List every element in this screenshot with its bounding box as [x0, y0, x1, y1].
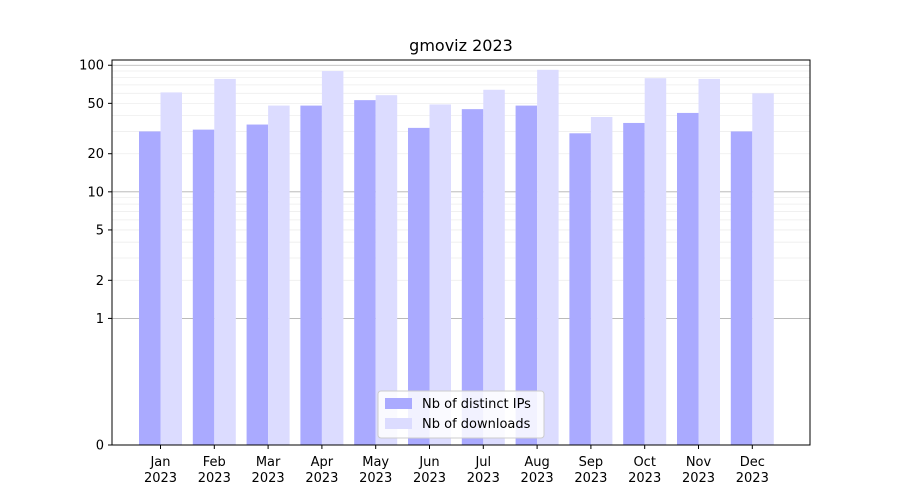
x-tick-label-month: Mar	[256, 455, 281, 470]
bar-distinct-ips-nov	[677, 112, 699, 446]
x-tick-label-month: Jan	[149, 455, 170, 470]
chart-title: gmoviz 2023	[409, 36, 513, 55]
x-tick-label-month: Jul	[474, 455, 491, 470]
y-tick-label: 20	[87, 147, 104, 162]
y-tick-label: 50	[87, 97, 104, 112]
bar-downloads-aug	[537, 69, 559, 446]
x-tick-label-year: 2023	[252, 471, 285, 486]
legend-swatch	[385, 398, 412, 409]
legend-swatch	[385, 418, 412, 429]
x-tick-label-year: 2023	[736, 471, 769, 486]
y-tick-label: 5	[96, 223, 104, 238]
y-tick-label: 0	[96, 439, 104, 454]
bar-distinct-ips-sep	[569, 133, 591, 445]
x-tick-label-month: Dec	[740, 455, 765, 470]
bar-downloads-feb	[214, 78, 236, 445]
x-tick-label-month: Feb	[203, 455, 226, 470]
bar-distinct-ips-jul	[461, 109, 484, 446]
y-tick-label: 100	[79, 59, 104, 74]
y-tick-label: 2	[96, 274, 104, 289]
legend-label: Nb of distinct IPs	[422, 397, 531, 412]
bar-downloads-sep	[590, 117, 613, 446]
bar-distinct-ips-dec	[730, 131, 753, 445]
bar-downloads-jan	[160, 92, 182, 446]
x-tick-label-year: 2023	[198, 471, 231, 486]
y-tick-label: 1	[96, 312, 104, 327]
legend: Nb of distinct IPs Nb of downloads	[377, 390, 545, 439]
x-tick-label-year: 2023	[305, 471, 338, 486]
bar-distinct-ips-mar	[246, 124, 269, 445]
bar-downloads-nov	[698, 78, 720, 445]
bar-downloads-oct	[644, 78, 667, 445]
bar-downloads-dec	[752, 93, 774, 445]
bar-distinct-ips-apr	[300, 105, 322, 446]
bar-downloads-mar	[268, 105, 290, 446]
x-tick-label-year: 2023	[628, 471, 661, 486]
bar-distinct-ips-aug	[515, 105, 538, 446]
bar-downloads-may	[375, 95, 398, 445]
legend-box	[377, 390, 545, 439]
x-tick-label-month: Aug	[524, 455, 549, 470]
x-tick-label-month: Nov	[686, 455, 712, 470]
bar-downloads-apr	[321, 71, 344, 446]
x-tick-label-year: 2023	[467, 471, 500, 486]
x-tick-label-year: 2023	[413, 471, 446, 486]
x-tick-label-month: Sep	[579, 455, 604, 470]
y-tick-label: 10	[87, 185, 104, 200]
axes: 0125102050100Jan2023Feb2023Mar2023Apr202…	[79, 59, 811, 486]
x-tick-label-year: 2023	[144, 471, 177, 486]
x-tick-label-month: Oct	[633, 455, 655, 470]
x-tick-label-month: Apr	[311, 455, 334, 470]
x-tick-label-month: Jun	[418, 455, 439, 470]
bar-distinct-ips-jan	[139, 131, 161, 445]
bar-distinct-ips-may	[354, 100, 376, 445]
bar-distinct-ips-jun	[408, 127, 430, 445]
plot-frame	[111, 59, 811, 446]
bar-downloads-jul	[483, 89, 505, 445]
legend-label: Nb of downloads	[422, 417, 531, 432]
bar-downloads-jun	[429, 104, 451, 445]
x-tick-label-year: 2023	[682, 471, 715, 486]
x-tick-label-year: 2023	[359, 471, 392, 486]
x-tick-label-year: 2023	[574, 471, 607, 486]
bars	[139, 69, 774, 446]
x-tick-label-year: 2023	[521, 471, 554, 486]
bar-distinct-ips-oct	[623, 122, 645, 445]
bar-distinct-ips-feb	[192, 129, 215, 445]
x-tick-label-month: May	[362, 455, 389, 470]
